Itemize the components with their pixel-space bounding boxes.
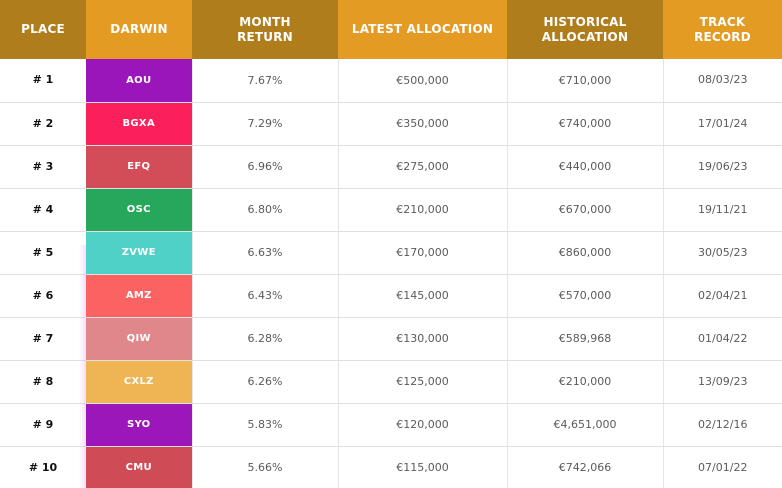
month-return-cell: 5.83% xyxy=(192,403,339,447)
table-row: # 7 QIW 6.28% €130,000 €589,968 01/04/22 xyxy=(0,317,782,361)
header-row: PLACE DARWIN MONTH RETURN LATEST ALLOCAT… xyxy=(0,0,782,59)
latest-allocation-cell: €350,000 xyxy=(338,102,508,146)
track-record-cell: 02/04/21 xyxy=(663,274,782,318)
historical-allocation-cell: €589,968 xyxy=(507,317,664,361)
historical-allocation-cell: €860,000 xyxy=(507,231,664,275)
historical-allocation-cell: €670,000 xyxy=(507,188,664,232)
month-return-cell: 7.29% xyxy=(192,102,339,146)
historical-allocation-cell: €742,066 xyxy=(507,446,664,488)
darwin-cell: ZVWE xyxy=(86,231,193,275)
darwin-cell: AMZ xyxy=(86,274,193,318)
month-return-cell: 6.26% xyxy=(192,360,339,404)
place-cell: # 5 xyxy=(0,231,86,275)
darwin-cell: CXLZ xyxy=(86,360,193,404)
latest-allocation-cell: €145,000 xyxy=(338,274,508,318)
historical-allocation-cell: €710,000 xyxy=(507,59,664,103)
header-month-return: MONTH RETURN xyxy=(192,0,338,59)
table-row: # 10 CMU 5.66% €115,000 €742,066 07/01/22 xyxy=(0,446,782,488)
track-record-cell: 19/06/23 xyxy=(663,145,782,189)
track-record-cell: 07/01/22 xyxy=(698,460,748,474)
darwin-cell: SYO xyxy=(86,403,193,447)
latest-allocation-cell: €210,000 xyxy=(338,188,508,232)
track-record-cell: 02/12/16 xyxy=(663,403,782,447)
header-historical-line2: ALLOCATION xyxy=(541,29,629,44)
historical-allocation-cell: €4,651,000 xyxy=(507,403,664,447)
track-record-cell: 17/01/24 xyxy=(663,102,782,146)
place-cell: # 2 xyxy=(0,102,86,146)
month-return-cell: 6.43% xyxy=(192,274,339,318)
track-record-cell: 08/03/23 xyxy=(663,59,782,103)
latest-allocation-cell: €115,000 xyxy=(338,446,508,488)
table-row: # 1 AOU 7.67% €500,000 €710,000 08/03/23 xyxy=(0,59,782,103)
latest-allocation-cell: €125,000 xyxy=(338,360,508,404)
header-month-return-line2: RETURN xyxy=(237,29,293,44)
place-cell: # 9 xyxy=(0,403,86,447)
darwin-cell: BGXA xyxy=(86,102,193,146)
header-month-return-line1: MONTH xyxy=(239,14,291,29)
month-return-cell: 6.28% xyxy=(192,317,339,361)
historical-allocation-cell: €440,000 xyxy=(507,145,664,189)
track-record-cell: 19/11/21 xyxy=(663,188,782,232)
darwin-cell: QIW xyxy=(86,317,193,361)
darwin-cell: EFQ xyxy=(86,145,193,189)
table-row: # 3 EFQ 6.96% €275,000 €440,000 19/06/23 xyxy=(0,145,782,189)
header-darwin: DARWIN xyxy=(86,0,192,59)
month-return-cell: 7.67% xyxy=(192,59,339,103)
place-cell: # 6 xyxy=(0,274,86,318)
header-historical-line1: HISTORICAL xyxy=(543,14,627,29)
table-row: # 8 CXLZ 6.26% €125,000 €210,000 13/09/23 xyxy=(0,360,782,404)
month-return-cell: 5.66% xyxy=(192,446,339,488)
darwin-cell: AOU xyxy=(86,59,193,103)
latest-allocation-cell: €120,000 xyxy=(338,403,508,447)
table-row: # 5 ZVWE 6.63% €170,000 €860,000 30/05/23 xyxy=(0,231,782,275)
historical-allocation-cell: €570,000 xyxy=(507,274,664,318)
header-track-record: TRACK RECORD xyxy=(663,0,782,59)
darwin-cell: OSC xyxy=(86,188,193,232)
table-row: # 4 OSC 6.80% €210,000 €670,000 19/11/21 xyxy=(0,188,782,232)
month-return-cell: 6.96% xyxy=(192,145,339,189)
latest-allocation-cell: €500,000 xyxy=(338,59,508,103)
latest-allocation-cell: €275,000 xyxy=(338,145,508,189)
darwin-cell: CMU xyxy=(86,446,193,488)
historical-allocation-cell: €740,000 xyxy=(507,102,664,146)
table-body: # 1 AOU 7.67% €500,000 €710,000 08/03/23 # 2 BG… xyxy=(0,59,782,488)
latest-allocation-cell: €170,000 xyxy=(338,231,508,275)
month-return-cell: 6.63% xyxy=(192,231,339,275)
table-row: # 9 SYO 5.83% €120,000 €4,651,000 02/12/16 xyxy=(0,403,782,447)
track-record-cell: 13/09/23 xyxy=(663,360,782,404)
track-record-cell: 01/04/22 xyxy=(663,317,782,361)
month-return-cell: 6.80% xyxy=(192,188,339,232)
place-cell: # 7 xyxy=(0,317,86,361)
place-cell: # 10 xyxy=(28,460,58,474)
table-row: # 2 BGXA 7.29% €350,000 €740,000 17/01/24 xyxy=(0,102,782,146)
place-cell: # 8 xyxy=(0,360,86,404)
table-row: # 6 AMZ 6.43% €145,000 €570,000 02/04/21 xyxy=(0,274,782,318)
header-historical-allocation: HISTORICAL ALLOCATION xyxy=(507,0,663,59)
latest-allocation-cell: €130,000 xyxy=(338,317,508,361)
place-cell: # 4 xyxy=(0,188,86,232)
historical-allocation-cell: €210,000 xyxy=(507,360,664,404)
place-cell: # 3 xyxy=(0,145,86,189)
place-cell: # 1 xyxy=(0,59,86,103)
track-record-cell: 30/05/23 xyxy=(663,231,782,275)
header-place: PLACE xyxy=(0,0,86,59)
table-header: PLACE DARWIN MONTH RETURN LATEST ALLOCAT… xyxy=(0,0,782,59)
header-latest-allocation: LATEST ALLOCATION xyxy=(338,0,507,59)
